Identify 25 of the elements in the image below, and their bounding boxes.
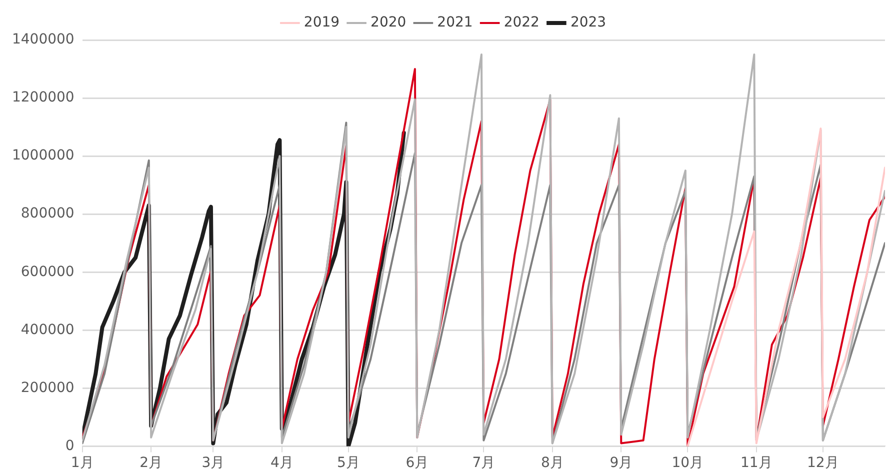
y-tick-label: 800000 [20,206,74,222]
x-tick-label: 4月 [270,455,294,472]
y-tick-label: 0 [65,438,74,454]
legend-label: 2019 [304,14,340,31]
legend-label: 2020 [370,14,406,31]
legend-label: 2023 [570,14,606,31]
x-tick-label: 11月 [740,455,772,472]
y-tick-label: 600000 [20,264,74,280]
x-tick-label: 2月 [140,455,163,472]
y-tick-label: 1000000 [12,148,74,164]
x-tick-label: 3月 [202,455,225,472]
x-tick-label: 6月 [406,455,429,472]
x-tick-label: 9月 [610,455,633,472]
x-tick-label: 7月 [472,455,496,472]
y-tick-label: 1400000 [12,32,74,48]
x-tick-label: 10月 [672,455,704,472]
y-tick-label: 200000 [20,380,74,396]
y-tick-label: 400000 [20,322,74,338]
y-tick-label: 1200000 [12,90,74,106]
x-tick-label: 5月 [336,455,360,472]
x-tick-label: 8月 [540,455,564,472]
x-tick-label: 12月 [807,455,839,472]
legend-label: 2021 [437,14,473,31]
x-tick-label: 1月 [70,455,94,472]
legend-label: 2022 [504,14,540,31]
